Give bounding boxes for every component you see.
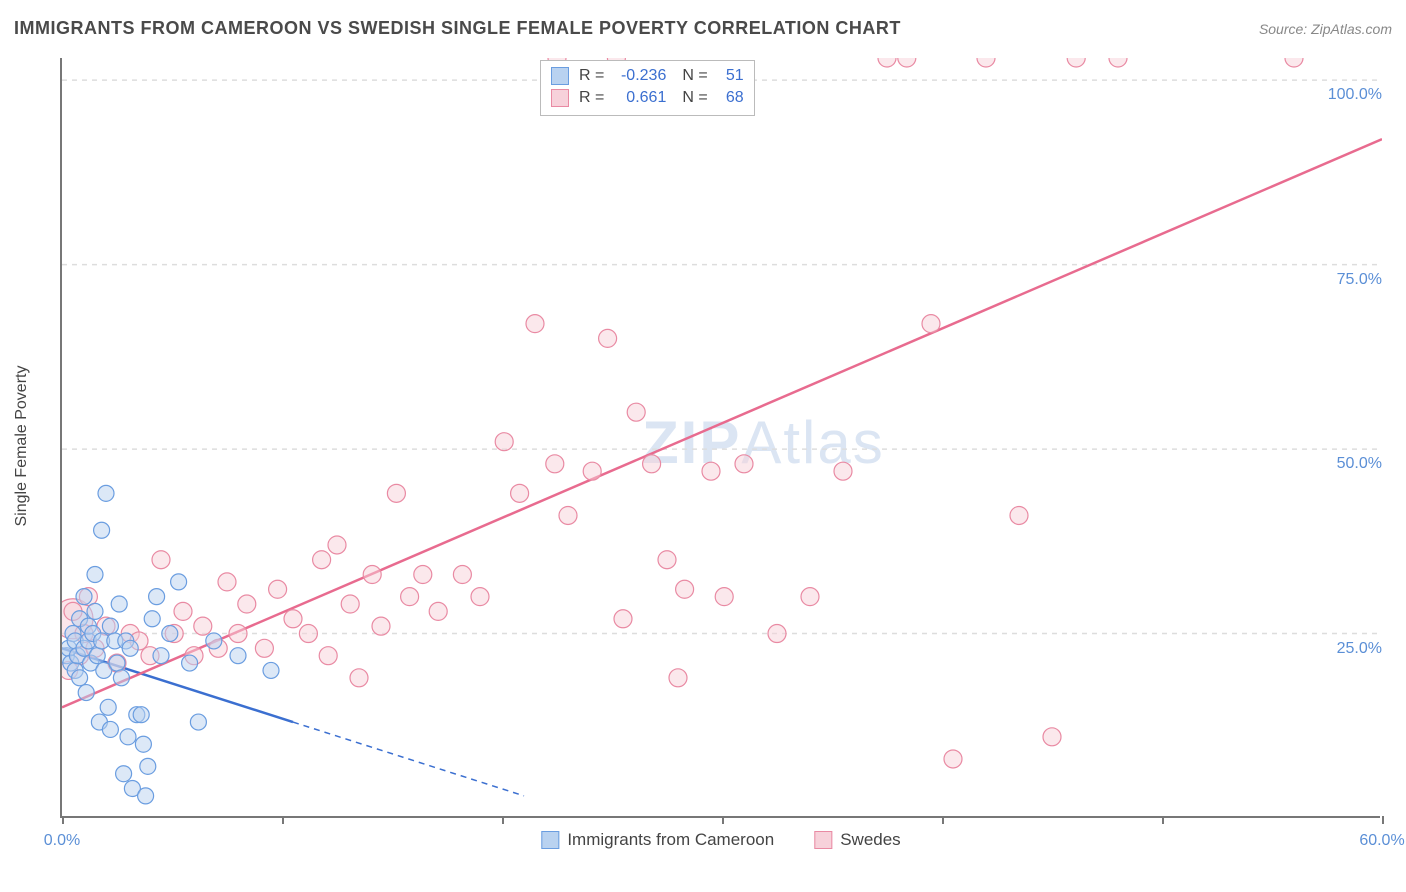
x-legend-label-cameroon: Immigrants from Cameroon [567,830,774,850]
swatch-swedes-2 [814,831,832,849]
y-axis-label: Single Female Poverty [13,366,31,527]
y-tick-label: 100.0% [1328,86,1382,104]
r-label: R = [579,65,604,87]
swatch-cameroon-2 [541,831,559,849]
scatter-svg [62,58,1382,818]
x-tick-mark [282,816,284,824]
n-value-cameroon: 51 [714,65,744,87]
stats-row-cameroon: R = -0.236 N = 51 [551,65,744,87]
swatch-cameroon [551,67,569,85]
plot-area: ZIPAtlas 25.0%50.0%75.0%100.0% R = -0.23… [60,58,1380,818]
x-legend-label-swedes: Swedes [840,830,900,850]
n-label: N = [682,65,707,87]
source-label: Source: [1259,21,1307,37]
x-tick-0: 0.0% [44,832,80,850]
x-tick-mark [502,816,504,824]
n-value-swedes: 68 [714,87,744,109]
y-tick-label: 50.0% [1337,455,1382,473]
stats-legend: R = -0.236 N = 51 R = 0.661 N = 68 [540,60,755,116]
source-name: ZipAtlas.com [1311,21,1392,37]
swatch-swedes [551,89,569,107]
r-value-swedes: 0.661 [610,87,666,109]
y-tick-label: 75.0% [1337,271,1382,289]
n-label-2: N = [682,87,707,109]
chart-title: IMMIGRANTS FROM CAMEROON VS SWEDISH SING… [14,18,901,39]
x-legend-cameroon: Immigrants from Cameroon [541,830,774,850]
x-tick-mark [722,816,724,824]
x-legend: Immigrants from Cameroon Swedes [541,830,900,850]
x-tick-mark [62,816,64,824]
x-tick-mark [942,816,944,824]
source: Source: ZipAtlas.com [1259,21,1392,37]
x-legend-swedes: Swedes [814,830,900,850]
r-value-cameroon: -0.236 [610,65,666,87]
x-tick-60: 60.0% [1359,832,1404,850]
y-tick-label: 25.0% [1337,640,1382,658]
x-tick-mark [1382,816,1384,824]
stats-row-swedes: R = 0.661 N = 68 [551,87,744,109]
x-tick-mark [1162,816,1164,824]
r-label-2: R = [579,87,604,109]
